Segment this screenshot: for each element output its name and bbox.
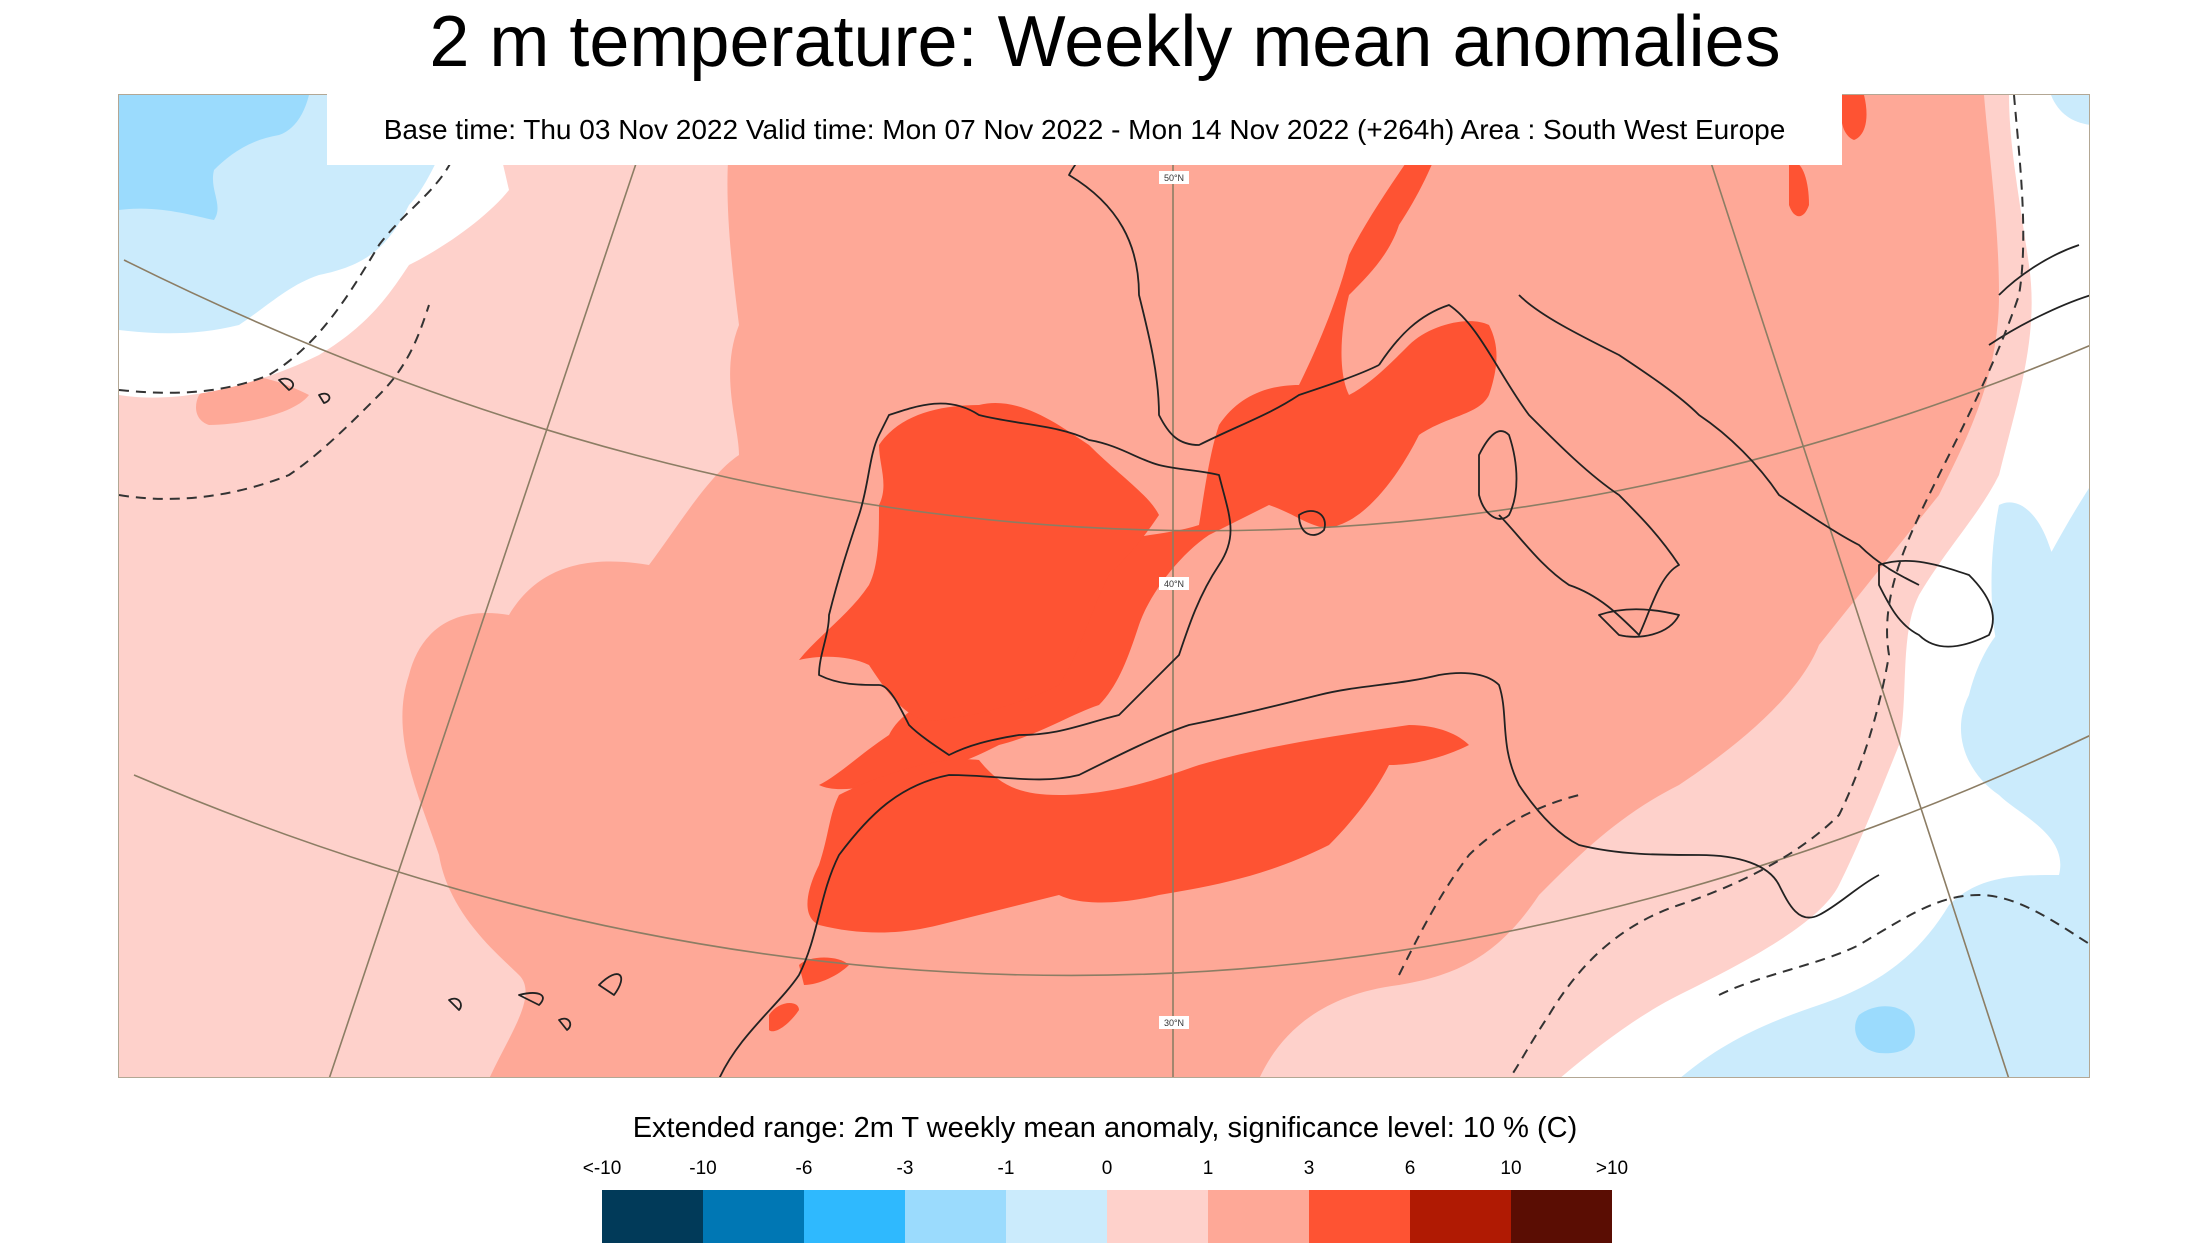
coastline-adriatic-balkans xyxy=(1518,294,1920,586)
shade-3-to-6-blob-morocco xyxy=(799,957,849,985)
legend-title: Extended range: 2m T weekly mean anomaly… xyxy=(632,1112,1578,1144)
shade-3-to-6-balkans xyxy=(1789,162,1809,217)
tick-label: 3 xyxy=(1303,1158,1315,1179)
dashed-contour-atlantic-2 xyxy=(119,304,430,500)
tick-label: 10 xyxy=(1500,1158,1522,1179)
dashed-contour-atlantic xyxy=(119,95,465,394)
tick-label: 6 xyxy=(1404,1158,1416,1179)
dashed-contour-east xyxy=(1509,95,2025,1077)
tick-label: <-10 xyxy=(582,1158,622,1179)
graticule-lon-east xyxy=(1688,95,2010,1077)
tick-label: 0 xyxy=(1101,1158,1113,1179)
significance-contours xyxy=(119,95,2089,1077)
colorbar-bin xyxy=(703,1190,804,1243)
coastline-azores xyxy=(278,377,331,404)
graticule-lat-40 xyxy=(123,259,2089,532)
colorbar-bin xyxy=(1208,1190,1309,1243)
coastline-italy xyxy=(1378,304,1680,636)
tick-label: 1 xyxy=(1202,1158,1214,1179)
tick-label: >10 xyxy=(1595,1158,1629,1179)
dashed-contour-egypt xyxy=(1718,893,2089,996)
graticule-lon-west xyxy=(328,95,660,1077)
tick-label: -3 xyxy=(896,1158,914,1179)
tick-label: -1 xyxy=(997,1158,1015,1179)
shade-3-to-6-north-africa xyxy=(807,725,1469,933)
coastline-black-sea xyxy=(1988,244,2089,346)
shade-3-to-6-top-right xyxy=(1840,95,1867,140)
colorbar-bin xyxy=(1006,1190,1107,1243)
lat-label-30: 30°N xyxy=(1164,1018,1184,1028)
coastline-sicily xyxy=(1598,608,1680,638)
shade-minus3-to-minus1-egypt xyxy=(1855,1006,1915,1054)
shade-white-east xyxy=(1561,95,2089,1077)
shade-3-to-6-blob-coast xyxy=(769,1003,799,1032)
colorbar-bin xyxy=(804,1190,905,1243)
colorbar-bin xyxy=(602,1190,703,1243)
map-canvas: 50°N 40°N 30°N xyxy=(119,95,2089,1077)
shade-minus1-to-0-greece xyxy=(1991,502,2089,675)
lat-label-50: 50°N xyxy=(1164,173,1184,183)
shade-minus3-to-minus1 xyxy=(119,95,309,220)
chart-title: 2 m temperature: Weekly mean anomalies xyxy=(429,2,1781,82)
colorbar-ticks: <-10 -10 -6 -3 -1 0 1 3 6 10 >10 xyxy=(583,1158,1628,1184)
coastline-canaries xyxy=(448,973,623,1031)
lat-label-40: 40°N xyxy=(1164,579,1184,589)
colorbar-bin xyxy=(1309,1190,1410,1243)
colorbar-bin xyxy=(1410,1190,1511,1243)
coastline-north-africa xyxy=(718,672,1880,1077)
colorbar-bin xyxy=(905,1190,1006,1243)
graticule-lat-30 xyxy=(133,735,2089,977)
shade-minus1-to-0-east xyxy=(1681,488,2089,1077)
colorbar xyxy=(602,1190,1612,1243)
colorbar-bin xyxy=(1511,1190,1612,1243)
colorbar-bin xyxy=(1107,1190,1208,1243)
coastline-sardinia-corsica xyxy=(1478,430,1518,520)
subtitle-text: Base time: Thu 03 Nov 2022 Valid time: M… xyxy=(383,113,1786,145)
tick-label: -10 xyxy=(689,1158,717,1179)
tick-label: -6 xyxy=(795,1158,813,1179)
shade-minus1-to-0-top-right xyxy=(2051,95,2089,125)
coastline-iberia xyxy=(818,402,1232,756)
shade-3-to-6-spain-interior xyxy=(799,403,1159,721)
dashed-contour-libya xyxy=(1398,794,1580,976)
latitude-labels: 50°N 40°N 30°N xyxy=(1159,171,1189,1029)
coastline-balearics xyxy=(1298,510,1326,536)
coastline-greece xyxy=(1878,559,1994,648)
anomaly-map: 50°N 40°N 30°N xyxy=(118,94,2090,1078)
subtitle-box: Base time: Thu 03 Nov 2022 Valid time: M… xyxy=(327,94,1842,165)
coastlines xyxy=(278,95,2089,1077)
coastline-france xyxy=(1068,95,1380,446)
